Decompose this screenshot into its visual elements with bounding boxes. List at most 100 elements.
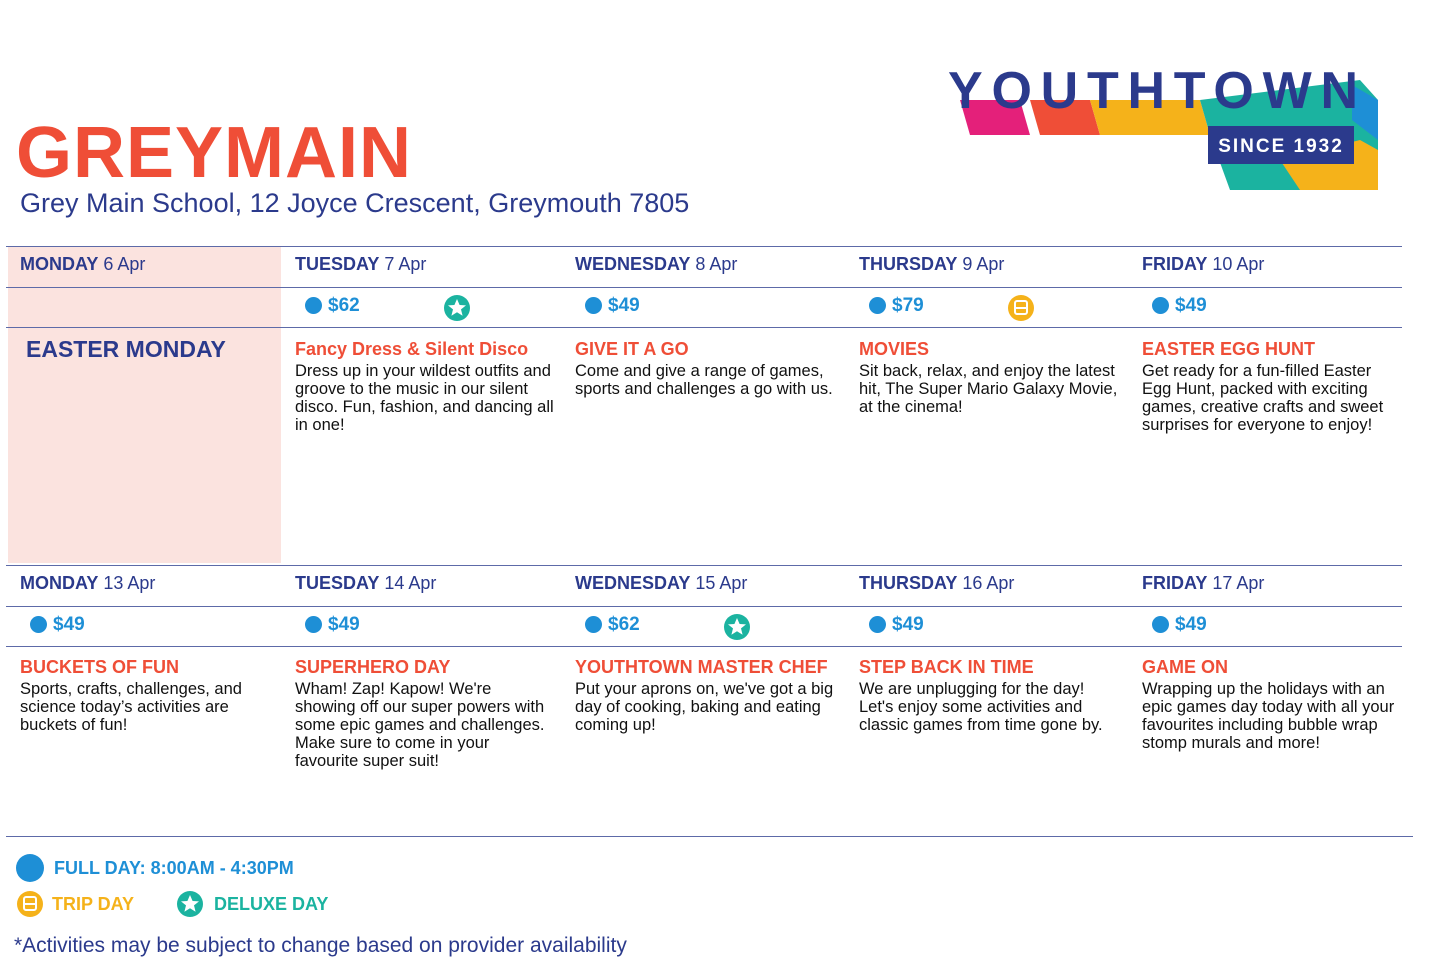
day-name: FRIDAY bbox=[1142, 254, 1208, 274]
day-name: TUESDAY bbox=[295, 254, 380, 274]
row-line bbox=[6, 646, 1402, 647]
day-date: 17 Apr bbox=[1212, 573, 1265, 593]
legend-deluxe: DELUXE DAY bbox=[176, 890, 328, 918]
activity-block: BUCKETS OF FUN Sports, crafts, challenges… bbox=[20, 656, 280, 734]
activity: EASTER MONDAY bbox=[26, 336, 226, 362]
price-text: $49 bbox=[1175, 614, 1207, 635]
description: Get ready for a fun-filled Easter Egg Hu… bbox=[1142, 362, 1384, 434]
dot-icon bbox=[869, 616, 886, 633]
dot-icon bbox=[16, 854, 44, 882]
row-line bbox=[6, 246, 1402, 247]
day-header: THURSDAY 16 Apr bbox=[859, 573, 1014, 594]
description: Come and give a range of games, sports a… bbox=[575, 362, 833, 398]
price-text: $62 bbox=[608, 614, 640, 635]
description: We are unplugging for the day! Let's enj… bbox=[859, 680, 1103, 734]
dot-icon bbox=[305, 616, 322, 633]
price: $49 bbox=[305, 614, 360, 636]
price-text: $49 bbox=[608, 295, 640, 316]
day-header: MONDAY 13 Apr bbox=[20, 573, 155, 594]
day-date: 13 Apr bbox=[103, 573, 156, 593]
price: $49 bbox=[30, 614, 85, 636]
day-date: 14 Apr bbox=[384, 573, 437, 593]
footnote: *Activities may be subject to change bas… bbox=[14, 934, 627, 957]
logo-stripe bbox=[1352, 85, 1378, 140]
activity: YOUTHTOWN MASTER CHEF bbox=[575, 657, 828, 677]
day-name: MONDAY bbox=[20, 254, 99, 274]
activity: GAME ON bbox=[1142, 657, 1229, 677]
activity-block: GAME ON Wrapping up the holidays with an … bbox=[1142, 656, 1402, 752]
logo-stripe bbox=[1030, 100, 1100, 135]
deluxe-icon bbox=[724, 614, 750, 640]
activity-block: MOVIES Sit back, relax, and enjoy the lat… bbox=[859, 338, 1119, 416]
price: $79 bbox=[869, 295, 924, 317]
title: GREYMAIN bbox=[16, 113, 413, 193]
deluxe-icon bbox=[177, 891, 203, 917]
day-name: THURSDAY bbox=[859, 254, 958, 274]
price-text: $49 bbox=[328, 614, 360, 635]
day-header: FRIDAY 17 Apr bbox=[1142, 573, 1264, 594]
activity-block: YOUTHTOWN MASTER CHEF Put your aprons on,… bbox=[575, 656, 835, 734]
day-header: MONDAY 6 Apr bbox=[20, 254, 145, 275]
day-date: 6 Apr bbox=[103, 254, 146, 274]
price-text: $62 bbox=[328, 295, 360, 316]
day-header: WEDNESDAY 15 Apr bbox=[575, 573, 747, 594]
legend-full: FULL DAY: 8:00AM - 4:30PM bbox=[16, 854, 294, 882]
logo-stripe bbox=[960, 100, 1030, 135]
day-header: FRIDAY 10 Apr bbox=[1142, 254, 1264, 275]
day-name: WEDNESDAY bbox=[575, 254, 691, 274]
row-line bbox=[6, 606, 1402, 607]
day-name: MONDAY bbox=[20, 573, 99, 593]
legend-text: DELUXE DAY bbox=[214, 894, 329, 914]
day-date: 16 Apr bbox=[962, 573, 1015, 593]
activity: BUCKETS OF FUN bbox=[20, 657, 179, 677]
activity-block: SUPERHERO DAY Wham! Zap! Kapow! We're sho… bbox=[295, 656, 555, 770]
price-text: $49 bbox=[892, 614, 924, 635]
dot-icon bbox=[1152, 616, 1169, 633]
activity-block: EASTER EGG HUNT Get ready for a fun-fille… bbox=[1142, 338, 1402, 434]
price-text: $49 bbox=[53, 614, 85, 635]
logo-tag-bg bbox=[1208, 126, 1354, 164]
legend-trip: TRIP DAY bbox=[16, 890, 134, 918]
trip-icon bbox=[1008, 295, 1034, 321]
price: $49 bbox=[1152, 295, 1207, 317]
dot-icon bbox=[585, 297, 602, 314]
legend-text: FULL DAY: 8:00AM - 4:30PM bbox=[54, 858, 294, 878]
day-date: 10 Apr bbox=[1212, 254, 1265, 274]
description: Wham! Zap! Kapow! We're showing off our … bbox=[295, 680, 545, 770]
activity: SUPERHERO DAY bbox=[295, 657, 451, 677]
day-header: WEDNESDAY 8 Apr bbox=[575, 254, 737, 275]
day-date: 15 Apr bbox=[695, 573, 748, 593]
dot-icon bbox=[869, 297, 886, 314]
day-name: THURSDAY bbox=[859, 573, 958, 593]
day-name: TUESDAY bbox=[295, 573, 380, 593]
price-text: $49 bbox=[1175, 295, 1207, 316]
activity: EASTER EGG HUNT bbox=[1142, 339, 1316, 359]
day-header: TUESDAY 14 Apr bbox=[295, 573, 436, 594]
dot-icon bbox=[585, 616, 602, 633]
highlight-cell bbox=[8, 246, 281, 563]
activity-block: Fancy Dress & Silent Disco Dress up in yo… bbox=[295, 338, 555, 434]
day-date: 7 Apr bbox=[384, 254, 427, 274]
activity: MOVIES bbox=[859, 339, 930, 359]
dot-icon bbox=[1152, 297, 1169, 314]
dot-icon bbox=[30, 616, 47, 633]
description: Put your aprons on, we've got a big day … bbox=[575, 680, 834, 734]
dot-icon bbox=[305, 297, 322, 314]
price: $62 bbox=[305, 295, 360, 317]
price-text: $79 bbox=[892, 295, 924, 316]
activity-block: STEP BACK IN TIME We are unplugging for t… bbox=[859, 656, 1119, 734]
description: Dress up in your wildest outfits and gro… bbox=[295, 362, 554, 434]
trip-icon bbox=[17, 891, 43, 917]
day-header: TUESDAY 7 Apr bbox=[295, 254, 426, 275]
description: Sports, crafts, challenges, and science … bbox=[20, 680, 242, 734]
address: Grey Main School, 12 Joyce Crescent, Gre… bbox=[20, 188, 690, 218]
price: $49 bbox=[585, 295, 640, 317]
row-line bbox=[6, 565, 1402, 566]
row-line bbox=[6, 327, 1402, 328]
price: $49 bbox=[1152, 614, 1207, 636]
description: Wrapping up the holidays with an epic ga… bbox=[1142, 680, 1395, 752]
activity: Fancy Dress & Silent Disco bbox=[295, 339, 529, 359]
logo: YOUTHTOWN SINCE 1932 bbox=[948, 62, 1378, 190]
activity: STEP BACK IN TIME bbox=[859, 657, 1034, 677]
